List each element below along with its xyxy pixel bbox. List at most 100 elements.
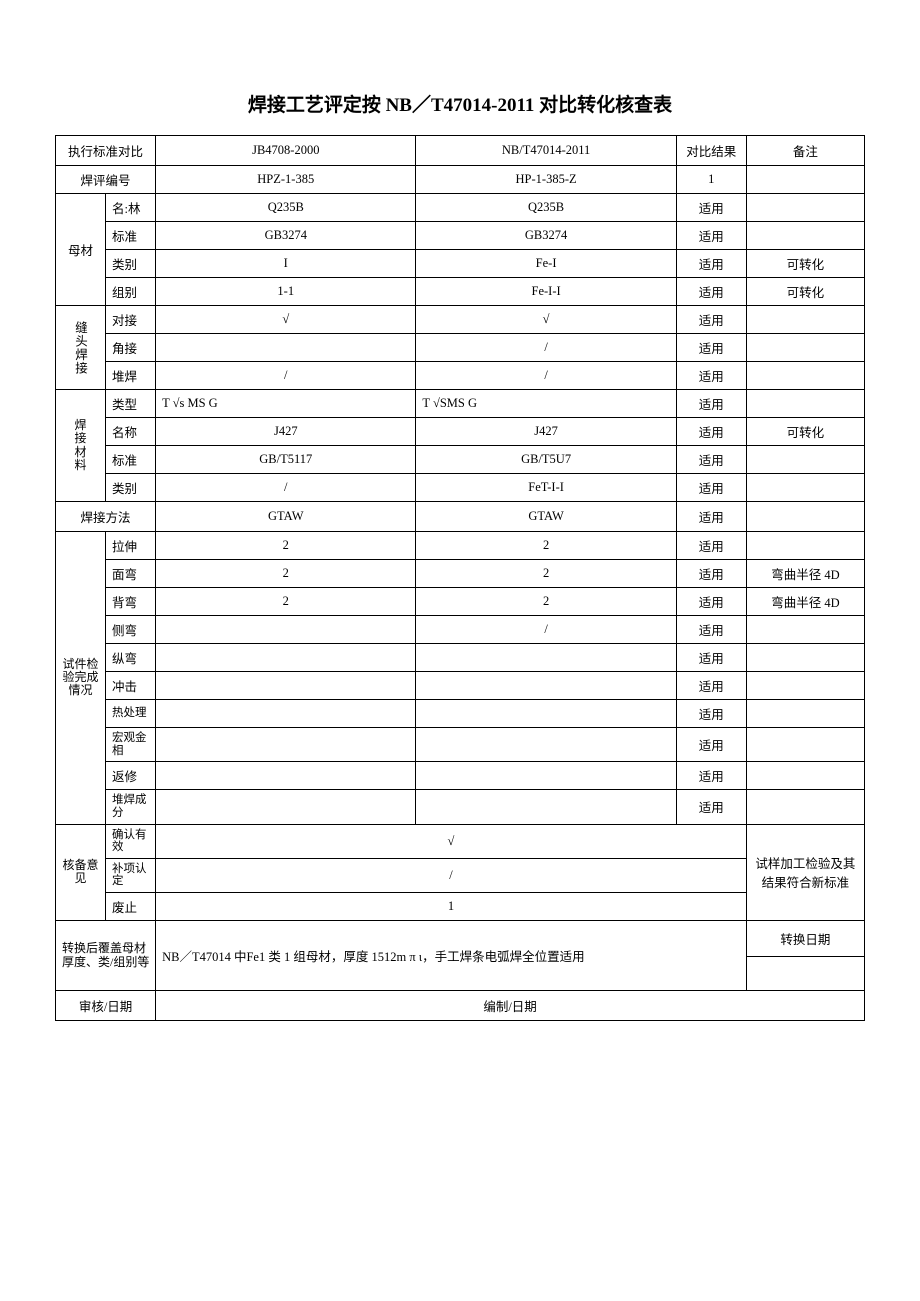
base-group-m: 可转化 [746, 278, 864, 306]
t-root-o: 2 [156, 588, 416, 616]
filler-type-r: 适用 [676, 390, 746, 418]
t-ocomp-r: 适用 [676, 790, 746, 824]
t-tensile-l: 拉伸 [106, 532, 156, 560]
filler-name-o: J427 [156, 418, 416, 446]
main-table: 执行标准对比 JB4708-2000 NB/T47014-2011 对比结果 备… [55, 135, 865, 1021]
t-long-m [746, 644, 864, 672]
t-impact-m [746, 672, 864, 700]
t-repair-n [416, 762, 676, 790]
page-title: 焊接工艺评定按 NB／T47014-2011 对比转化核查表 [55, 90, 865, 117]
base-class-r: 适用 [676, 250, 746, 278]
joint-butt-m [746, 306, 864, 334]
t-side-o [156, 616, 416, 644]
joint-fillet-m [746, 334, 864, 362]
filler-name-r: 适用 [676, 418, 746, 446]
rv-abol-v: 1 [156, 893, 747, 921]
cov-label: 转换后覆盖母材厚度、类/组别等 [56, 921, 156, 991]
review-group: 核备意见 [56, 824, 106, 921]
base-class-n: Fe-I [416, 250, 676, 278]
filler-std-l: 标准 [106, 446, 156, 474]
t-ocomp-o [156, 790, 416, 824]
t-heat-m [746, 700, 864, 728]
t-tensile-n: 2 [416, 532, 676, 560]
t-face-m: 弯曲半径 4D [746, 560, 864, 588]
joint-fillet-l: 角接 [106, 334, 156, 362]
t-root-m: 弯曲半径 4D [746, 588, 864, 616]
method-l: 焊接方法 [56, 502, 156, 532]
t-repair-l: 返修 [106, 762, 156, 790]
t-macro-l: 宏观金相 [106, 728, 156, 762]
t-face-l: 面弯 [106, 560, 156, 588]
t-repair-m [746, 762, 864, 790]
t-repair-o [156, 762, 416, 790]
hdr-new: NB/T47014-2011 [416, 136, 676, 166]
joint-overlay-o: / [156, 362, 416, 390]
base-name-o: Q235B [156, 194, 416, 222]
joint-fillet-n: / [416, 334, 676, 362]
t-long-n [416, 644, 676, 672]
t-macro-m [746, 728, 864, 762]
base-group: 母材 [56, 194, 106, 306]
foot-compile: 编制/日期 [156, 991, 865, 1021]
rv-remark: 试样加工检验及其结果符合新标准 [746, 824, 864, 921]
rv-valid-l: 确认有效 [106, 824, 156, 858]
pqr-old: HPZ-1-385 [156, 166, 416, 194]
filler-name-l: 名称 [106, 418, 156, 446]
base-std-m [746, 222, 864, 250]
method-n: GTAW [416, 502, 676, 532]
filler-class-o: / [156, 474, 416, 502]
pqr-res: 1 [676, 166, 746, 194]
filler-class-n: FeT-I-I [416, 474, 676, 502]
hdr-std-compare: 执行标准对比 [56, 136, 156, 166]
filler-std-r: 适用 [676, 446, 746, 474]
t-ocomp-l: 堆焊成分 [106, 790, 156, 824]
t-long-l: 纵弯 [106, 644, 156, 672]
filler-class-l: 类别 [106, 474, 156, 502]
t-heat-n [416, 700, 676, 728]
base-std-r: 适用 [676, 222, 746, 250]
joint-overlay-m [746, 362, 864, 390]
t-heat-l: 热处理 [106, 700, 156, 728]
t-impact-r: 适用 [676, 672, 746, 700]
t-side-n: / [416, 616, 676, 644]
joint-butt-r: 适用 [676, 306, 746, 334]
cov-date-l: 转换日期 [746, 921, 864, 957]
t-side-r: 适用 [676, 616, 746, 644]
base-group-r: 适用 [676, 278, 746, 306]
t-root-n: 2 [416, 588, 676, 616]
filler-std-o: GB/T5117 [156, 446, 416, 474]
base-name-n: Q235B [416, 194, 676, 222]
filler-type-l: 类型 [106, 390, 156, 418]
t-face-o: 2 [156, 560, 416, 588]
filler-std-m [746, 446, 864, 474]
joint-overlay-n: / [416, 362, 676, 390]
t-ocomp-m [746, 790, 864, 824]
t-impact-o [156, 672, 416, 700]
t-root-r: 适用 [676, 588, 746, 616]
tests-group: 试件检验完成情况 [56, 532, 106, 825]
filler-group: 焊接材料 [56, 390, 106, 502]
rv-supp-l: 补项认定 [106, 858, 156, 892]
base-class-o: I [156, 250, 416, 278]
filler-type-m [746, 390, 864, 418]
t-repair-r: 适用 [676, 762, 746, 790]
t-side-l: 侧弯 [106, 616, 156, 644]
base-class-m: 可转化 [746, 250, 864, 278]
t-heat-r: 适用 [676, 700, 746, 728]
cov-text: NB／T47014 中Fe1 类 1 组母材，厚度 1512m π ι，手工焊条… [156, 921, 747, 991]
t-tensile-o: 2 [156, 532, 416, 560]
method-r: 适用 [676, 502, 746, 532]
pqr-rem [746, 166, 864, 194]
hdr-old: JB4708-2000 [156, 136, 416, 166]
t-macro-o [156, 728, 416, 762]
pqr-new: HP-1-385-Z [416, 166, 676, 194]
t-ocomp-n [416, 790, 676, 824]
t-root-l: 背弯 [106, 588, 156, 616]
t-tensile-m [746, 532, 864, 560]
base-name-l: 名:林 [106, 194, 156, 222]
pqr-label: 焊评编号 [56, 166, 156, 194]
base-name-m [746, 194, 864, 222]
filler-name-n: J427 [416, 418, 676, 446]
base-group-n: Fe-I-I [416, 278, 676, 306]
t-long-r: 适用 [676, 644, 746, 672]
